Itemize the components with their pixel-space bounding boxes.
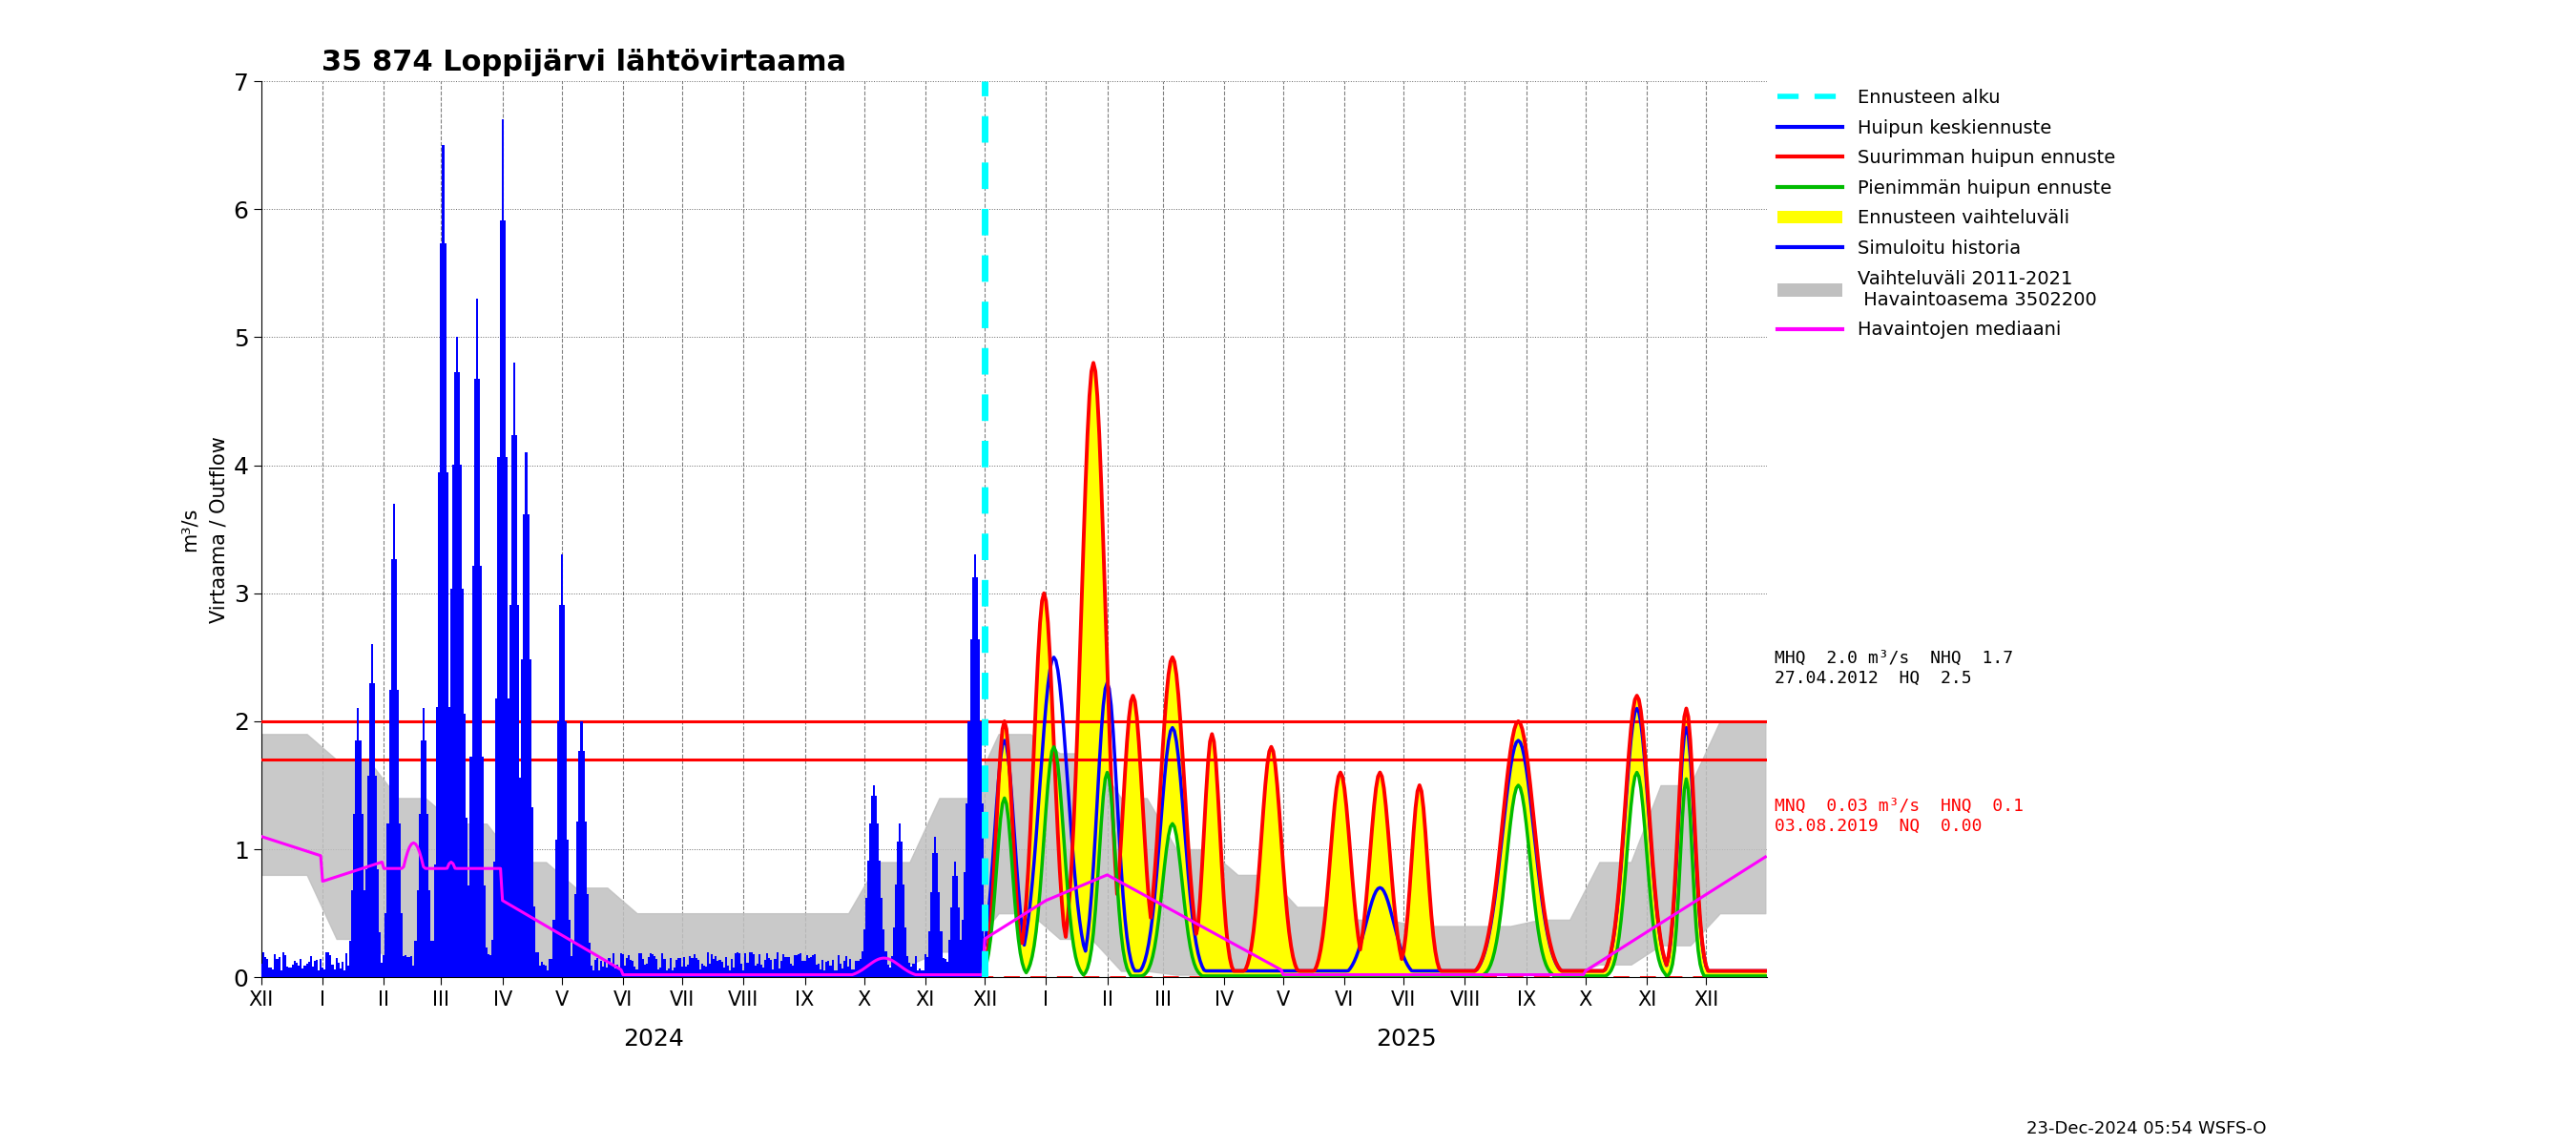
- Text: 2024: 2024: [623, 1028, 685, 1051]
- Text: Virtaama / Outflow: Virtaama / Outflow: [209, 436, 229, 623]
- Text: 2025: 2025: [1376, 1028, 1437, 1051]
- Legend: Ennusteen alku, Huipun keskiennuste, Suurimman huipun ennuste, Pienimmän huipun : Ennusteen alku, Huipun keskiennuste, Suu…: [1770, 81, 2123, 347]
- Text: MHQ  2.0 m³/s  NHQ  1.7
27.04.2012  HQ  2.5: MHQ 2.0 m³/s NHQ 1.7 27.04.2012 HQ 2.5: [1775, 649, 2014, 687]
- Text: m³/s: m³/s: [180, 507, 198, 552]
- Text: 35 874 Loppijärvi lähtövirtaama: 35 874 Loppijärvi lähtövirtaama: [322, 48, 848, 77]
- Text: MNQ  0.03 m³/s  HNQ  0.1
03.08.2019  NQ  0.00: MNQ 0.03 m³/s HNQ 0.1 03.08.2019 NQ 0.00: [1775, 797, 2025, 835]
- Text: 23-Dec-2024 05:54 WSFS-O: 23-Dec-2024 05:54 WSFS-O: [2027, 1120, 2267, 1137]
